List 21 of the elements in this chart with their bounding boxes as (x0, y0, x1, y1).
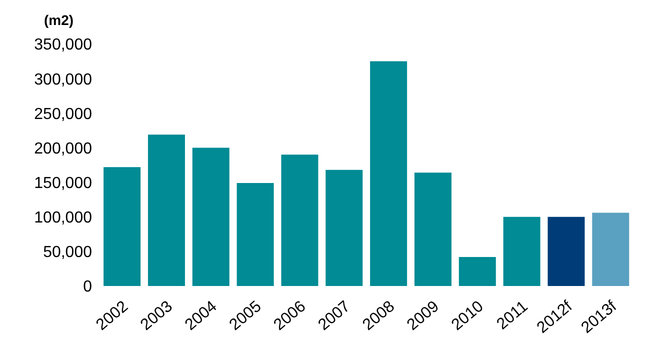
bar (148, 134, 185, 286)
bar (104, 167, 141, 286)
bar (192, 148, 230, 286)
y-tick-label: 350,000 (34, 36, 92, 54)
bar (458, 256, 496, 286)
bar (370, 61, 408, 286)
y-tick-label: 50,000 (43, 244, 92, 262)
y-tick-label: 200,000 (34, 140, 92, 158)
bar (592, 212, 630, 286)
y-tick-label: 300,000 (34, 71, 92, 88)
bar (326, 170, 363, 286)
y-axis-title: (m2) (44, 12, 74, 28)
bar (548, 216, 585, 286)
y-tick-label: 150,000 (34, 174, 92, 192)
bar (281, 154, 318, 286)
y-tick-label: 100,000 (34, 210, 92, 227)
y-tick-label: 0 (83, 278, 92, 296)
bar (503, 216, 540, 286)
bar (236, 182, 274, 286)
y-tick-label: 250,000 (34, 106, 92, 123)
bar (414, 172, 452, 286)
